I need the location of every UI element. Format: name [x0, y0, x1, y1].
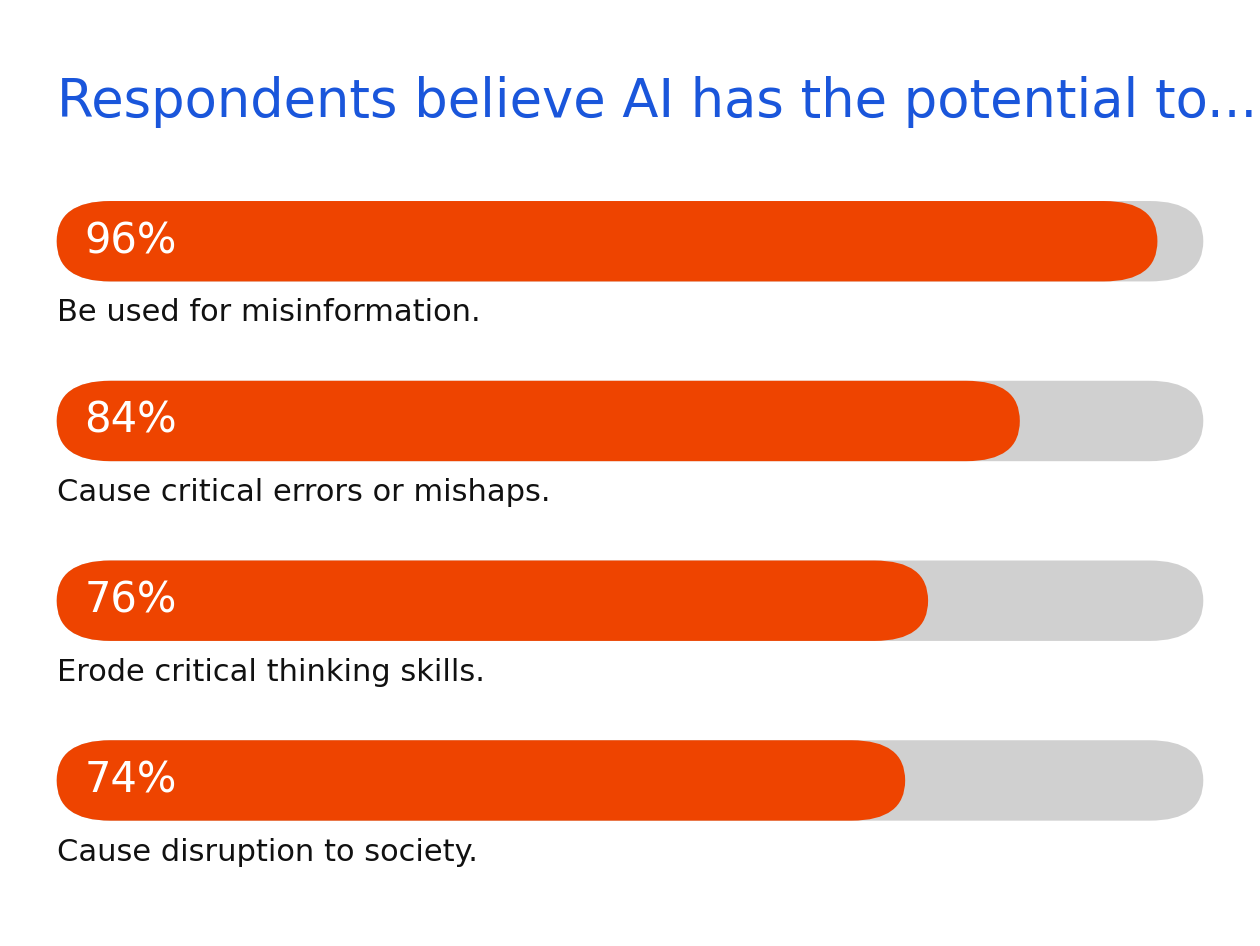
FancyBboxPatch shape — [57, 380, 1203, 461]
FancyBboxPatch shape — [57, 740, 905, 821]
Text: 76%: 76% — [84, 580, 176, 622]
FancyBboxPatch shape — [57, 740, 1203, 821]
FancyBboxPatch shape — [57, 560, 929, 641]
Text: Cause critical errors or mishaps.: Cause critical errors or mishaps. — [57, 479, 551, 507]
Text: Cause disruption to society.: Cause disruption to society. — [57, 838, 478, 867]
FancyBboxPatch shape — [57, 201, 1203, 282]
FancyBboxPatch shape — [57, 380, 1019, 461]
Text: Be used for misinformation.: Be used for misinformation. — [57, 299, 480, 327]
Text: 84%: 84% — [84, 400, 178, 442]
Text: Respondents believe AI has the potential to...: Respondents believe AI has the potential… — [57, 76, 1257, 128]
Text: Erode critical thinking skills.: Erode critical thinking skills. — [57, 658, 485, 687]
Text: 74%: 74% — [84, 760, 176, 801]
Text: 96%: 96% — [84, 220, 176, 262]
FancyBboxPatch shape — [57, 201, 1158, 282]
FancyBboxPatch shape — [57, 560, 1203, 641]
